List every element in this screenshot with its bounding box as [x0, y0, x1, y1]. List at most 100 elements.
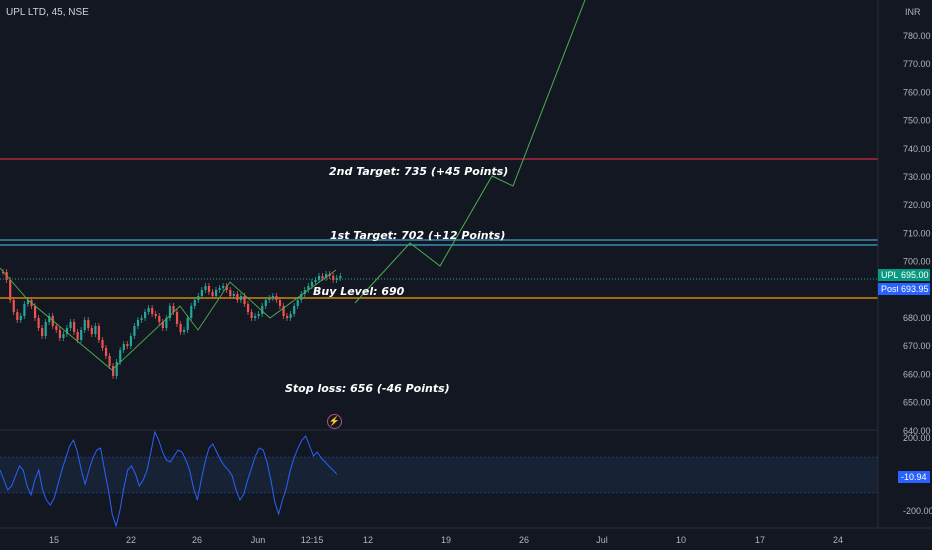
candle-body — [2, 272, 5, 273]
candle-body — [225, 286, 228, 290]
candle-body — [168, 306, 172, 318]
time-tick: Jun — [251, 535, 266, 545]
price-tick: 640.00 — [903, 426, 931, 436]
candle-body — [222, 286, 225, 288]
candle-body — [147, 308, 150, 312]
candle-body — [97, 326, 101, 340]
candle-body — [286, 316, 289, 318]
candle-body — [129, 336, 132, 346]
symbol-price-badge: 695.00 — [898, 269, 930, 281]
price-tick: 740.00 — [903, 144, 931, 154]
price-tick: 720.00 — [903, 200, 931, 210]
candle-body — [193, 300, 196, 306]
time-tick: 10 — [676, 535, 686, 545]
lightning-bolt-icon[interactable]: ⚡ — [327, 414, 342, 429]
candle-body — [136, 320, 140, 326]
target2-label[interactable]: 2nd Target: 735 (+45 Points) — [329, 165, 509, 178]
candle-body — [172, 306, 175, 312]
candle-body — [62, 334, 65, 338]
candle-body — [33, 306, 37, 318]
candle-body — [9, 280, 12, 300]
price-axis[interactable]: 780.00 770.00 760.00 750.00 740.00 730.00 720.… — [903, 31, 931, 436]
candle-body — [246, 304, 250, 312]
oscillator-line[interactable] — [0, 430, 338, 528]
candle-body — [144, 312, 147, 318]
candle-body — [175, 312, 179, 324]
time-tick: 17 — [755, 535, 765, 545]
candle-body — [65, 328, 69, 334]
post-price-badge: 693.95 — [898, 283, 930, 295]
candle-body — [335, 278, 338, 280]
candle-body — [310, 282, 314, 286]
candle-body — [254, 316, 257, 318]
candle-body — [278, 300, 282, 306]
candle-body — [183, 330, 186, 332]
candle-body — [232, 294, 235, 296]
time-tick: 24 — [833, 535, 843, 545]
stop-loss-label[interactable]: Stop loss: 656 (-46 Points) — [285, 382, 450, 395]
time-tick: 12 — [363, 535, 373, 545]
candle-body — [211, 292, 214, 296]
price-tick: 780.00 — [903, 31, 931, 41]
candle-body — [215, 290, 218, 296]
candle-body — [190, 306, 193, 318]
candle-body — [108, 356, 111, 366]
candle-body — [300, 294, 303, 300]
candle-body — [197, 296, 200, 300]
candle-body — [122, 344, 125, 350]
candle-body — [94, 326, 97, 334]
candle-body — [307, 286, 310, 290]
price-tick: 730.00 — [903, 172, 931, 182]
target1-label[interactable]: 1st Target: 702 (+12 Points) — [330, 229, 506, 242]
candle-body — [268, 298, 271, 300]
symbol-title[interactable]: UPL LTD, 45, NSE — [6, 7, 89, 18]
price-tick: 710.00 — [903, 228, 931, 238]
candle-body — [204, 286, 207, 290]
currency-label: INR — [905, 7, 921, 17]
candle-body — [133, 326, 136, 336]
candle-body — [200, 290, 203, 296]
candle-body — [332, 276, 335, 280]
candle-body — [271, 296, 274, 298]
candle-body — [80, 330, 83, 340]
candle-body — [48, 316, 51, 322]
price-tick: 670.00 — [903, 341, 931, 351]
projection-path[interactable] — [354, 0, 586, 304]
buy-level-label[interactable]: Buy Level: 690 — [313, 285, 405, 298]
oscillator-axis[interactable]: 200.00 -200.00 — [903, 433, 932, 516]
symbol-badge: UPL — [878, 269, 899, 281]
candle-body — [90, 328, 93, 334]
candlestick-series — [2, 269, 342, 379]
time-tick: Jul — [596, 535, 608, 545]
candle-body — [23, 304, 26, 316]
candle-body — [101, 340, 104, 348]
post-badge: Post — [878, 283, 899, 295]
candle-body — [321, 276, 324, 278]
time-tick: 22 — [126, 535, 136, 545]
candle-body — [158, 316, 161, 322]
oscillator-value-badge: -10.94 — [898, 471, 930, 483]
candle-body — [87, 320, 90, 328]
candle-body — [239, 296, 243, 300]
candle-body — [115, 362, 118, 376]
candle-body — [12, 300, 15, 312]
candle-body — [314, 280, 317, 282]
price-tick: 660.00 — [903, 369, 931, 379]
price-tick: 650.00 — [903, 398, 931, 408]
candle-body — [179, 324, 182, 332]
oscillator-band — [0, 457, 878, 493]
time-tick: 26 — [192, 535, 202, 545]
price-tick: 750.00 — [903, 116, 931, 126]
candle-body — [44, 322, 47, 336]
candle-body — [296, 300, 299, 306]
oscillator-tick: 200.00 — [903, 433, 931, 443]
time-axis[interactable]: 15 22 26 Jun 12:15 12 19 26 Jul 10 17 24 — [49, 535, 843, 545]
candle-body — [275, 296, 278, 300]
candle-body — [207, 286, 211, 292]
candle-body — [126, 344, 129, 346]
candle-body — [140, 318, 143, 320]
candle-body — [58, 330, 61, 338]
candle-body — [325, 274, 328, 278]
candle-body — [317, 276, 321, 280]
